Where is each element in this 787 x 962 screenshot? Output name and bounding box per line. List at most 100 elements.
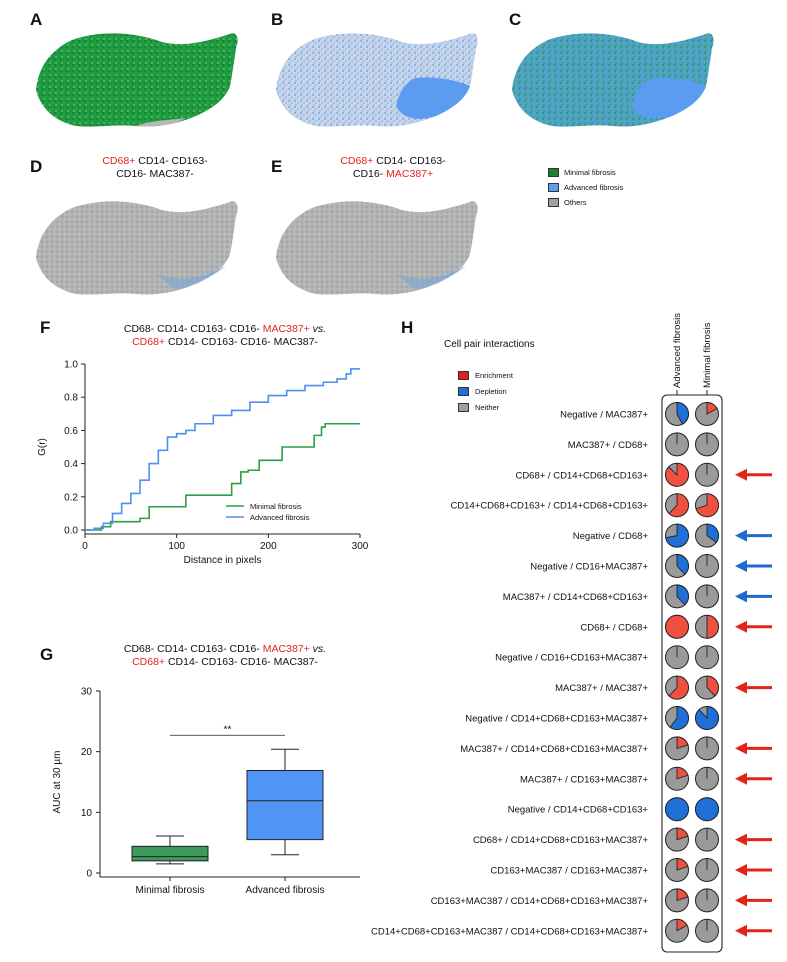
column-header-advanced: Advanced fibrosis bbox=[672, 313, 683, 388]
legend-label-minimal: Minimal fibrosis bbox=[564, 168, 616, 177]
panel-f-title-c: vs. bbox=[309, 323, 327, 335]
pie-advanced bbox=[665, 554, 689, 578]
row-label: Negative / CD68+ bbox=[573, 531, 649, 542]
series-line-advanced bbox=[85, 368, 360, 531]
legend-swatch-depletion bbox=[458, 386, 469, 396]
x-tick-label: 300 bbox=[352, 541, 369, 552]
pie-minimal bbox=[695, 675, 719, 700]
panel-e-title-line2: CD16- bbox=[352, 168, 387, 180]
arrow-head bbox=[735, 742, 747, 755]
legend-item-minimal: Minimal fibrosis bbox=[548, 165, 623, 180]
pie-advanced bbox=[665, 797, 689, 822]
row-label: MAC387+ / CD163+MAC387+ bbox=[520, 774, 649, 785]
panel-e-title-line2-red: MAC387+ bbox=[386, 168, 434, 180]
x-tick-label: 200 bbox=[260, 541, 277, 552]
pie-minimal bbox=[695, 645, 719, 670]
pie-advanced-slice bbox=[676, 858, 689, 871]
y-axis-label: G(r) bbox=[37, 438, 48, 456]
pie-advanced-slice bbox=[676, 584, 689, 606]
legend-item-advanced: Advanced fibrosis bbox=[548, 180, 623, 195]
arrow-head bbox=[735, 529, 747, 542]
arrow-head bbox=[735, 894, 747, 907]
pie-advanced bbox=[665, 645, 689, 670]
x-tick-label-advanced: Advanced fibrosis bbox=[246, 885, 325, 896]
panel-f-title-b: MAC387+ bbox=[262, 323, 310, 335]
arrow-red-icon bbox=[735, 772, 772, 785]
y-tick-label: 0.0 bbox=[64, 526, 78, 537]
pie-minimal-slice bbox=[695, 493, 719, 518]
panel-label-h: H bbox=[401, 318, 414, 337]
pie-advanced bbox=[665, 493, 689, 518]
x-tick-label: 0 bbox=[82, 541, 88, 552]
x-tick-label-minimal: Minimal fibrosis bbox=[136, 885, 205, 896]
pie-advanced bbox=[665, 584, 689, 609]
pie-advanced-slice bbox=[676, 888, 689, 902]
pie-minimal-slice bbox=[706, 402, 718, 415]
panel-f-title-a: CD68- CD14- CD163- CD16- bbox=[123, 323, 263, 335]
row-label: Negative / CD16+CD163+MAC387+ bbox=[495, 653, 648, 664]
pie-advanced-slice bbox=[676, 554, 689, 576]
pie-minimal-slice bbox=[706, 614, 719, 639]
y-tick-label: 0.6 bbox=[64, 426, 78, 437]
legend-item-others: Others bbox=[548, 195, 623, 210]
pie-advanced bbox=[665, 918, 689, 943]
pie-minimal bbox=[695, 736, 719, 761]
pie-advanced-slice bbox=[665, 797, 689, 822]
panel-label-b: B bbox=[271, 10, 284, 29]
panel-d-title-red: CD68+ bbox=[102, 155, 136, 167]
x-axis-label: Distance in pixels bbox=[184, 555, 262, 566]
arrow-head bbox=[735, 772, 747, 785]
pie-minimal bbox=[695, 402, 719, 426]
row-label: MAC387+ / CD14+CD68+CD163+ bbox=[503, 592, 649, 603]
legend-item-depletion: Depletion bbox=[458, 383, 513, 399]
pie-advanced bbox=[665, 432, 689, 457]
column-header-minimal: Minimal fibrosis bbox=[702, 322, 713, 388]
pie-advanced-slice bbox=[665, 614, 689, 639]
panel-e-title-red: CD68+ bbox=[340, 155, 374, 167]
pie-grid-frame bbox=[661, 394, 723, 953]
row-label: CD14+CD68+CD163+ / CD14+CD68+CD163+ bbox=[450, 501, 648, 512]
pie-advanced-slice bbox=[676, 827, 689, 841]
row-label: CD163+MAC387 / CD163+MAC387+ bbox=[490, 866, 648, 877]
y-tick-label: 30 bbox=[81, 687, 93, 698]
panel-f-title-e: CD14- CD163- CD16- MAC387- bbox=[165, 336, 318, 348]
tissue-maps bbox=[36, 33, 714, 295]
pie-advanced-slice bbox=[676, 736, 689, 750]
arrow-head bbox=[735, 681, 747, 694]
row-label: CD14+CD68+CD163+MAC387 / CD14+CD68+CD163… bbox=[371, 926, 648, 937]
pie-minimal bbox=[695, 918, 719, 943]
pie-advanced-slice bbox=[676, 918, 688, 932]
map-b bbox=[276, 33, 478, 127]
pie-minimal bbox=[695, 462, 719, 487]
legend-label-enrichment: Enrichment bbox=[475, 370, 513, 380]
pie-minimal bbox=[695, 797, 719, 822]
panel-g-title-e: CD14- CD163- CD16- MAC387- bbox=[165, 656, 318, 668]
arrow-red-icon bbox=[735, 468, 772, 481]
arrow-red-icon bbox=[735, 620, 772, 633]
y-tick-label: 10 bbox=[81, 808, 93, 819]
pie-advanced bbox=[665, 706, 689, 730]
pie-minimal bbox=[695, 706, 719, 730]
fibrosis-legend: Minimal fibrosis Advanced fibrosis Other… bbox=[548, 165, 623, 210]
arrow-blue-icon bbox=[735, 590, 772, 603]
arrow-red-icon bbox=[735, 924, 772, 937]
legend-swatch-others bbox=[548, 198, 559, 207]
y-tick-label: 0.4 bbox=[64, 459, 78, 470]
arrow-red-icon bbox=[735, 681, 772, 694]
arrow-red-icon bbox=[735, 864, 772, 876]
pie-advanced-slice bbox=[665, 462, 689, 487]
pie-advanced-slice bbox=[668, 675, 689, 700]
arrow-red-icon bbox=[735, 833, 772, 846]
map-e bbox=[276, 201, 478, 295]
panel-e-title-rest: CD14- CD163- bbox=[373, 155, 446, 167]
legend-swatch-enrichment bbox=[458, 370, 469, 380]
arrow-head bbox=[735, 468, 747, 481]
pie-advanced bbox=[665, 675, 689, 700]
arrow-head bbox=[735, 560, 747, 572]
arrow-red-icon bbox=[735, 894, 772, 907]
pie-minimal bbox=[695, 523, 719, 548]
map-d bbox=[36, 201, 238, 295]
panel-label-a: A bbox=[30, 10, 43, 29]
row-label: Negative / CD14+CD68+CD163+ bbox=[508, 805, 649, 816]
legend-label-neither: Neither bbox=[475, 402, 500, 412]
